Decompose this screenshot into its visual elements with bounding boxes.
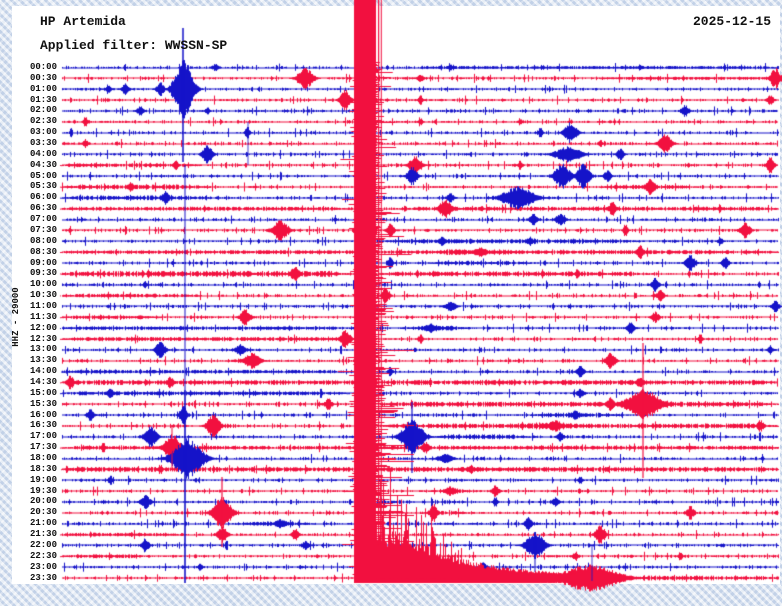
time-label: 08:00 — [29, 235, 57, 246]
time-label: 17:00 — [29, 431, 57, 442]
time-label: 09:00 — [29, 257, 57, 268]
time-label: 20:00 — [29, 496, 57, 507]
time-label: 23:00 — [29, 561, 57, 572]
time-label: 17:30 — [29, 442, 57, 453]
time-label: 19:30 — [29, 485, 57, 496]
time-label: 12:30 — [29, 333, 57, 344]
time-label: 07:30 — [29, 224, 57, 235]
time-label: 02:00 — [29, 105, 57, 116]
time-label: 05:30 — [29, 181, 57, 192]
time-label: 09:30 — [29, 268, 57, 279]
time-label: 20:30 — [29, 507, 57, 518]
station-title: HP Artemida — [40, 14, 126, 29]
time-label: 21:00 — [29, 518, 57, 529]
time-label: 13:00 — [29, 344, 57, 355]
filter-label: Applied filter: WWSSN-SP — [40, 38, 228, 53]
time-label: 18:00 — [29, 453, 57, 464]
time-label: 00:00 — [29, 62, 57, 72]
time-label: 14:30 — [29, 376, 57, 387]
time-label: 21:30 — [29, 529, 57, 540]
time-label: 14:00 — [29, 366, 57, 377]
time-label: 11:00 — [29, 300, 57, 311]
time-label: 22:00 — [29, 539, 57, 550]
time-label: 01:00 — [29, 83, 57, 94]
time-label: 05:00 — [29, 170, 57, 181]
time-label: 02:30 — [29, 116, 57, 127]
time-label: 08:30 — [29, 246, 57, 257]
time-label: 19:00 — [29, 474, 57, 485]
time-label: 23:30 — [29, 572, 57, 583]
time-label: 16:00 — [29, 409, 57, 420]
time-label: 12:00 — [29, 322, 57, 333]
time-label: 04:00 — [29, 148, 57, 159]
time-label: 00:30 — [29, 72, 57, 83]
time-label: 03:00 — [29, 127, 57, 138]
date-label: 2025-12-15 — [692, 14, 771, 29]
time-label: 13:30 — [29, 355, 57, 366]
time-label: 03:30 — [29, 138, 57, 149]
time-label: 15:30 — [29, 398, 57, 409]
time-label: 11:30 — [29, 311, 57, 322]
time-label: 06:00 — [29, 192, 57, 203]
time-label: 15:00 — [29, 387, 57, 398]
time-label: 22:30 — [29, 550, 57, 561]
time-label: 16:30 — [29, 420, 57, 431]
time-label: 18:30 — [29, 463, 57, 474]
time-label: 01:30 — [29, 94, 57, 105]
time-label: 06:30 — [29, 203, 57, 214]
time-label: 04:30 — [29, 159, 57, 170]
time-label: 10:00 — [29, 279, 57, 290]
time-label: 07:00 — [29, 214, 57, 225]
time-label: 10:30 — [29, 290, 57, 301]
